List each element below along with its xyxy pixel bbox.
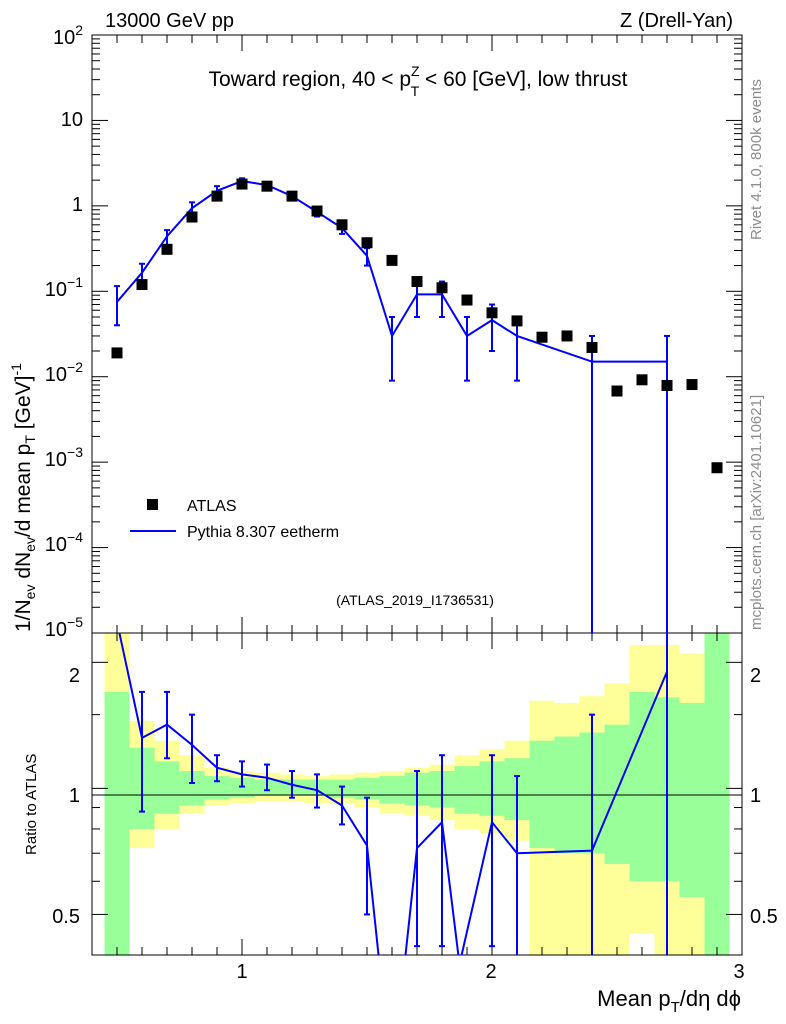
band-inner-bin xyxy=(379,776,405,804)
ratio-tick-1-right: 1 xyxy=(750,785,761,807)
analysis-watermark: (ATLAS_2019_I1736531) xyxy=(336,592,494,608)
plot-title: Toward region, 40 < pZ T < 60 [GeV], low … xyxy=(208,63,627,99)
x-tick-label-3: 3 xyxy=(733,961,744,983)
x-tick-label-1: 1 xyxy=(236,961,247,983)
atlas-point xyxy=(211,190,223,202)
y-tick-label-0.001: 10−3 xyxy=(45,444,83,471)
atlas-point xyxy=(611,385,623,397)
ratio-y-tick-labels: 2 1 0.5 2 1 0.5 xyxy=(52,665,778,928)
y-tick-label-0.0001: 10−4 xyxy=(45,529,83,556)
y-tick-label-100: 102 xyxy=(53,22,83,49)
side-label-bottom: mcplots.cern.ch [arXiv:2401.10621] xyxy=(748,395,765,630)
side-label-top: Rivet 4.1.0, 800k events xyxy=(748,79,765,240)
atlas-point xyxy=(336,219,348,231)
atlas-point xyxy=(261,180,273,192)
atlas-point xyxy=(636,374,648,386)
legend-mc-label: Pythia 8.307 eetherm xyxy=(187,524,339,541)
header-right: Z (Drell-Yan) xyxy=(620,10,733,32)
ratio-line xyxy=(118,633,668,955)
band-inner-bin xyxy=(629,691,655,882)
x-axis-title: Mean pT/dη dϕ xyxy=(597,986,741,1016)
y-tick-label-0.00001: 10−5 xyxy=(45,614,83,641)
ratio-tick-0.5-right: 0.5 xyxy=(750,906,778,928)
band-inner-bin xyxy=(229,777,255,798)
x-tick-label-2: 2 xyxy=(485,961,496,983)
legend-atlas-marker xyxy=(147,499,158,510)
atlas-point xyxy=(461,294,473,306)
atlas-point xyxy=(236,178,248,190)
atlas-point xyxy=(661,379,673,391)
band-inner-bin xyxy=(704,633,730,955)
atlas-point xyxy=(186,211,198,223)
band-inner-bin xyxy=(454,766,480,814)
band-inner-bin xyxy=(679,702,705,898)
ratio-uncertainty-band-inner xyxy=(104,633,730,955)
band-inner-bin xyxy=(104,691,130,955)
atlas-point xyxy=(711,462,723,474)
atlas-point xyxy=(536,331,548,343)
atlas-point xyxy=(361,237,373,249)
legend: ATLAS Pythia 8.307 eetherm xyxy=(130,498,339,541)
ratio-tick-2-left: 2 xyxy=(69,665,80,687)
atlas-point xyxy=(436,282,448,294)
band-inner-bin xyxy=(354,777,380,800)
band-inner-bin xyxy=(604,724,630,864)
atlas-point xyxy=(111,347,123,359)
mc-ratio-series xyxy=(118,633,668,955)
main-plot-frame xyxy=(91,34,743,634)
ratio-tick-0.5-left: 0.5 xyxy=(52,906,80,928)
band-inner-bin xyxy=(204,776,230,800)
atlas-point xyxy=(511,315,523,327)
atlas-point xyxy=(411,276,423,288)
main-y-tick-labels: 102 10 1 10−1 10−2 10−3 10−4 10−5 xyxy=(45,22,83,641)
y-tick-label-1: 1 xyxy=(72,194,83,216)
atlas-point xyxy=(311,205,323,217)
y-tick-label-10: 10 xyxy=(61,109,83,131)
atlas-point xyxy=(586,341,598,353)
x-tick-labels: 1 2 3 xyxy=(236,961,744,983)
atlas-data-series xyxy=(111,178,723,474)
band-inner-bin xyxy=(154,761,180,814)
band-inner-bin xyxy=(529,740,555,849)
atlas-point xyxy=(561,330,573,342)
y-tick-label-0.1: 10−1 xyxy=(45,274,83,301)
atlas-point xyxy=(486,307,498,319)
axis-ticks xyxy=(91,34,743,955)
atlas-point xyxy=(386,254,398,266)
main-y-axis-title: 1/Nev dNev/d mean pT [GeV]-1 xyxy=(8,363,38,632)
ratio-tick-2-right: 2 xyxy=(750,665,761,687)
atlas-point xyxy=(286,190,298,202)
ratio-tick-1-left: 1 xyxy=(69,785,80,807)
header-left: 13000 GeV pp xyxy=(105,10,234,32)
atlas-point xyxy=(686,379,698,391)
ratio-y-axis-title: Ratio to ATLAS xyxy=(23,754,40,855)
legend-atlas-label: ATLAS xyxy=(187,498,237,515)
atlas-point xyxy=(161,243,173,255)
atlas-point xyxy=(136,279,148,291)
y-tick-label-0.01: 10−2 xyxy=(45,359,83,386)
